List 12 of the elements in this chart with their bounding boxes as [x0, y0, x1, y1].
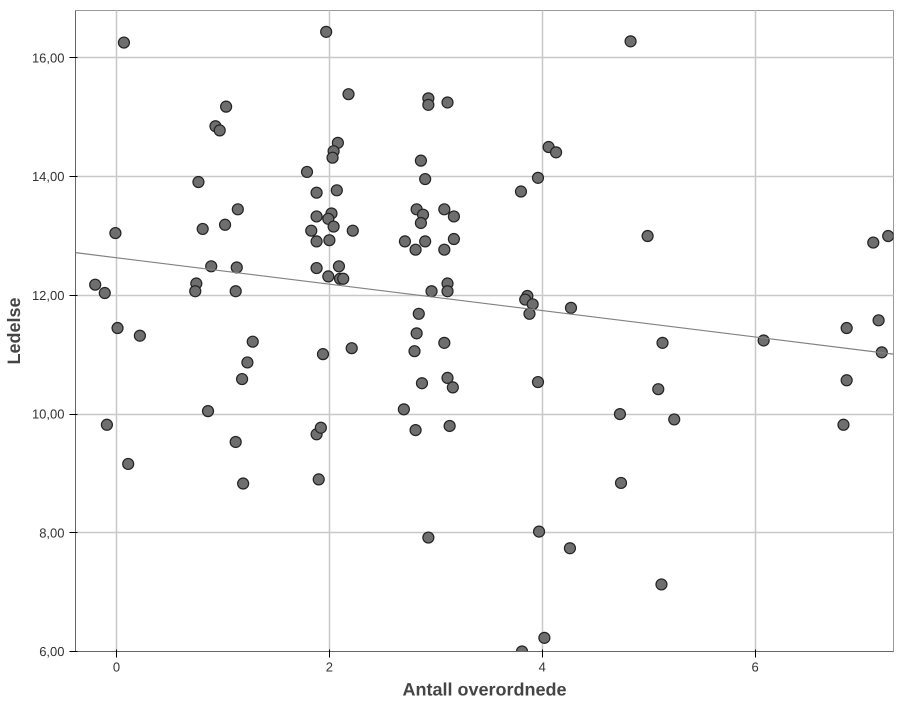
- y-tick-label: 6,00: [39, 644, 65, 659]
- x-tick-label: 2: [326, 660, 333, 674]
- y-axis-title: Ledelse: [4, 297, 24, 365]
- x-axis-title: Antall overordnede: [402, 680, 567, 700]
- y-tick-label: 8,00: [39, 525, 65, 540]
- y-tick-label: 16,00: [32, 50, 65, 66]
- y-tick-label: 10,00: [32, 406, 65, 422]
- x-tick-label: 0: [112, 660, 120, 674]
- y-tick-label: 12,00: [32, 288, 65, 303]
- x-tick-label: 6: [752, 660, 759, 674]
- x-tick-label: 4: [538, 660, 546, 674]
- y-tick-label: 14,00: [32, 169, 65, 184]
